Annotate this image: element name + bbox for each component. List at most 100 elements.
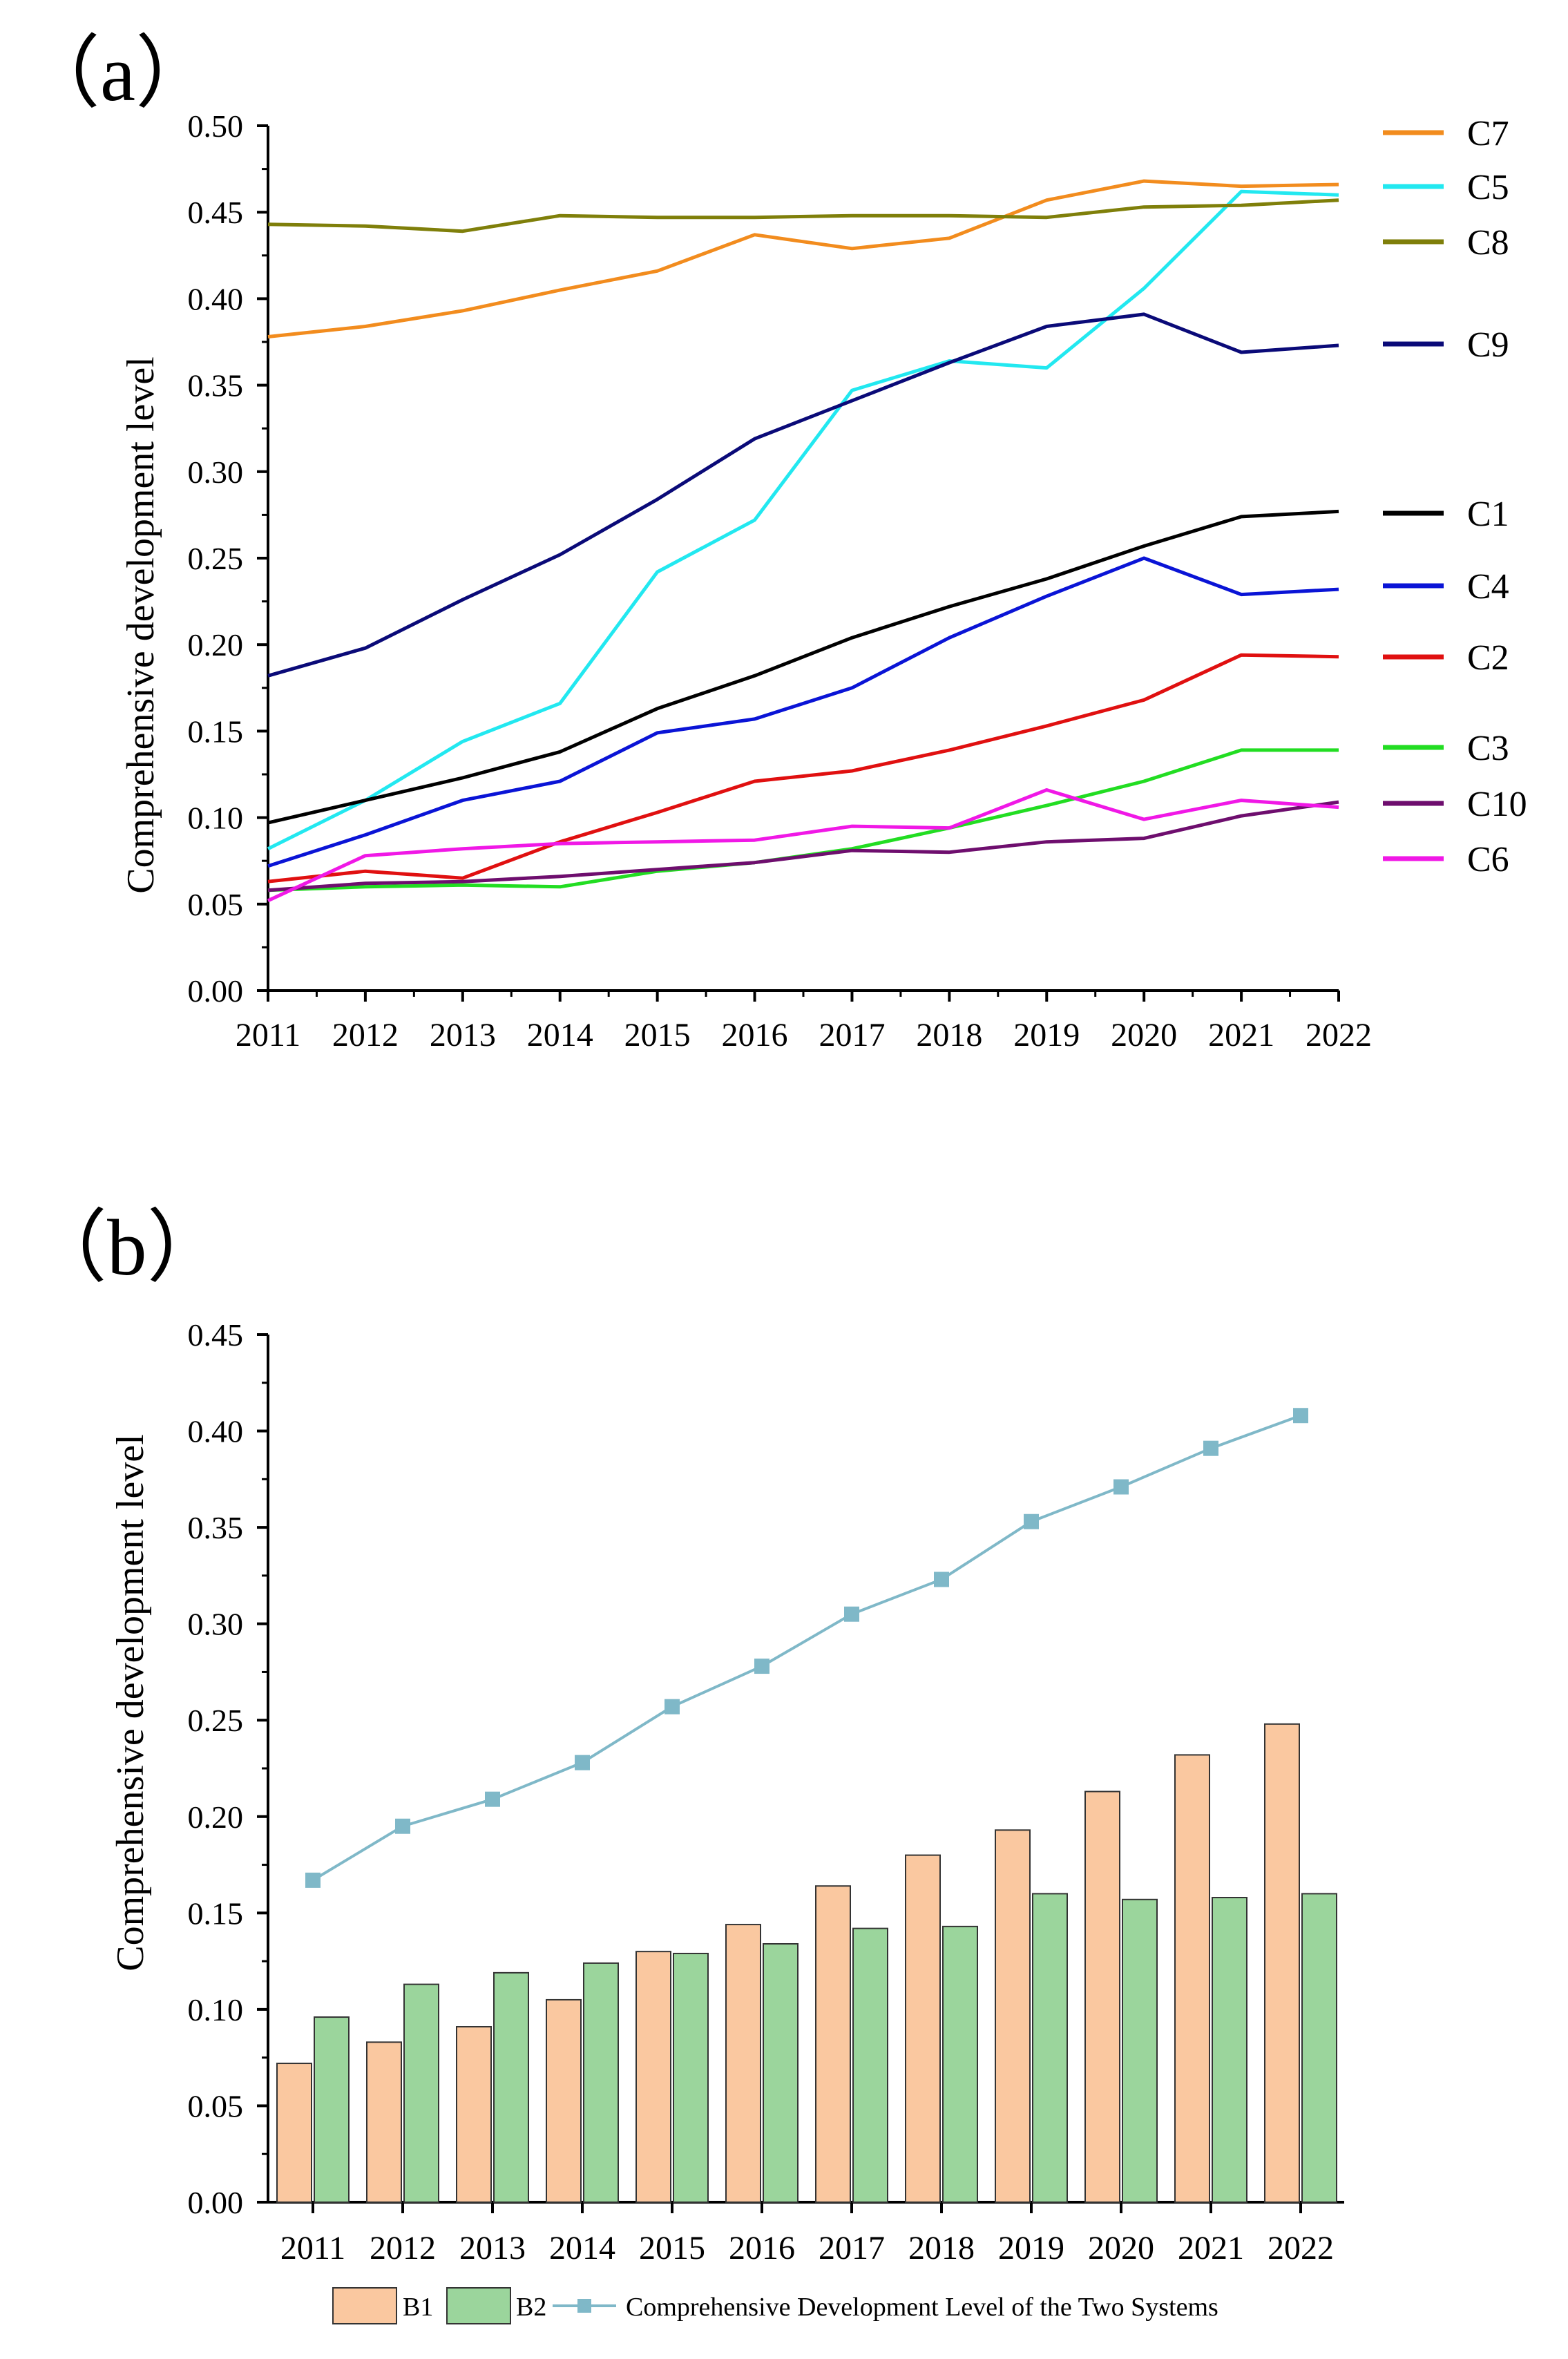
legend-item-c8: C8: [1383, 223, 1509, 262]
line-marker: [1203, 1440, 1218, 1456]
legend-label: B2: [516, 2293, 546, 2322]
legend-item-c4: C4: [1383, 567, 1509, 607]
panel-a-y-tick-label: 0.25: [188, 541, 244, 576]
line-marker: [485, 1791, 500, 1807]
panel-b-y-tick-label: 0.25: [188, 1703, 244, 1738]
series-line-c9: [267, 312, 1339, 678]
line-marker: [1113, 1479, 1129, 1495]
bar-b1: [635, 1951, 671, 2203]
legend-item-b1: B1: [332, 2287, 433, 2324]
bar-b2: [1212, 1897, 1247, 2203]
legend-label: Comprehensive Development Level of the T…: [626, 2293, 1218, 2322]
panel-a-line-chart: （a） Comprehensive development level 0.00…: [21, 30, 1527, 1053]
legend-item-c10: C10: [1383, 785, 1527, 824]
bar-b2: [852, 1927, 888, 2203]
panel-b-x-tick-label: 2012: [370, 2230, 436, 2266]
bar-b2: [942, 1925, 978, 2203]
bar-b1: [1084, 1790, 1120, 2204]
bar-b1: [725, 1924, 761, 2204]
series-line-c2: [267, 653, 1339, 884]
legend-item-b2: B2: [446, 2287, 546, 2324]
series-line-c1: [267, 509, 1339, 825]
panel-a-x-tick-label: 2020: [1111, 1017, 1177, 1053]
panel-b-x-tick-label: 2011: [280, 2230, 345, 2266]
panel-b-y-tick-label: 0.10: [188, 1992, 244, 2027]
panel-b-y-tick-label: 0.05: [188, 2088, 244, 2123]
legend-item-c2: C2: [1383, 638, 1509, 678]
series-line-c4: [267, 556, 1339, 868]
legend-label: C5: [1467, 168, 1509, 207]
bar-b1: [815, 1885, 851, 2204]
line-marker: [665, 1699, 680, 1715]
bar-b1: [546, 1998, 582, 2204]
panel-a-x-tick-label: 2021: [1208, 1017, 1274, 1053]
panel-a-x-tick-label: 2018: [916, 1017, 982, 1053]
bar-b2: [403, 1983, 439, 2204]
panel-b-y-tick-label: 0.40: [188, 1414, 244, 1449]
legend-label: C2: [1467, 638, 1509, 678]
line-marker: [305, 1872, 321, 1888]
legend-label: C3: [1467, 729, 1509, 768]
panel-b-x-tick-label: 2018: [908, 2230, 975, 2266]
panel-a-y-tick-label: 0.15: [188, 714, 244, 749]
panel-a-y-tick-label: 0.45: [188, 195, 244, 230]
panel-a-x-tick-label: 2016: [722, 1017, 788, 1053]
legend-label: C1: [1467, 495, 1509, 534]
bar-b2: [583, 1962, 619, 2204]
legend-item-two-systems: Comprehensive Development Level of the T…: [553, 2293, 1218, 2322]
legend-item-c6: C6: [1383, 840, 1509, 879]
bar-b1: [995, 1829, 1031, 2204]
panel-b-x-tick-label: 2013: [459, 2230, 526, 2266]
panel-a-y-axis-label: Comprehensive development level: [119, 356, 162, 894]
series-line-c5: [267, 189, 1339, 850]
panel-a-x-tick-label: 2011: [236, 1017, 300, 1053]
bar-b1: [1174, 1754, 1210, 2203]
panel-b-bar-line-chart: （b） Comprehensive development level 0.00…: [28, 1204, 1344, 2324]
panel-a-y-tick-label: 0.35: [188, 368, 244, 403]
legend-label: C7: [1467, 114, 1509, 153]
legend-swatch: [332, 2287, 397, 2324]
bar-b2: [673, 1952, 709, 2204]
panel-b-x-tick-label: 2022: [1268, 2230, 1334, 2266]
panel-b-x-tick-label: 2019: [998, 2230, 1064, 2266]
legend-label: C6: [1467, 840, 1509, 879]
bar-b2: [1301, 1893, 1337, 2203]
bar-b2: [1122, 1898, 1158, 2204]
legend-item-c3: C3: [1383, 729, 1509, 768]
panel-a-x-tick-label: 2022: [1306, 1017, 1372, 1053]
panel-a-x-tick-label: 2015: [624, 1017, 691, 1053]
panel-a-x-tick-label: 2014: [527, 1017, 593, 1053]
panel-b-y-tick-label: 0.45: [188, 1317, 244, 1353]
legend-item-c5: C5: [1383, 168, 1509, 207]
panel-b-label: （b）: [28, 1204, 227, 1292]
legend-swatch-marker: [577, 2299, 591, 2313]
line-marker: [1024, 1513, 1039, 1529]
line-marker: [1293, 1408, 1308, 1424]
panel-b-x-tick-label: 2015: [639, 2230, 705, 2266]
legend-item-c9: C9: [1383, 325, 1509, 365]
line-marker: [395, 1818, 410, 1834]
bar-b1: [1264, 1723, 1300, 2203]
panel-b-y-tick-label: 0.20: [188, 1799, 244, 1835]
bar-b1: [276, 2063, 312, 2204]
series-line-c7: [267, 179, 1339, 338]
panel-a-y-tick-label: 0.30: [188, 455, 244, 490]
series-line-c8: [267, 198, 1339, 233]
legend-item-c7: C7: [1383, 114, 1509, 153]
panel-b-y-axis-label: Comprehensive development level: [109, 1434, 152, 1971]
panel-a-x-tick-label: 2019: [1013, 1017, 1080, 1053]
panel-a-x-tick-label: 2013: [430, 1017, 496, 1053]
series-line-c10: [267, 800, 1339, 892]
legend-swatch: [446, 2287, 511, 2324]
panel-a-y-tick-label: 0.50: [188, 108, 244, 144]
panel-b-x-tick-label: 2016: [729, 2230, 795, 2266]
bar-b2: [1032, 1893, 1068, 2203]
panel-b-x-tick-label: 2014: [549, 2230, 615, 2266]
panel-a-y-tick-label: 0.20: [188, 627, 244, 662]
panel-a-label: （a）: [21, 30, 215, 117]
series-line-two-systems: [312, 1414, 1301, 1882]
bar-b2: [493, 1971, 529, 2203]
panel-a-y-tick-label: 0.40: [188, 281, 244, 316]
panel-a-x-tick-label: 2017: [819, 1017, 885, 1053]
